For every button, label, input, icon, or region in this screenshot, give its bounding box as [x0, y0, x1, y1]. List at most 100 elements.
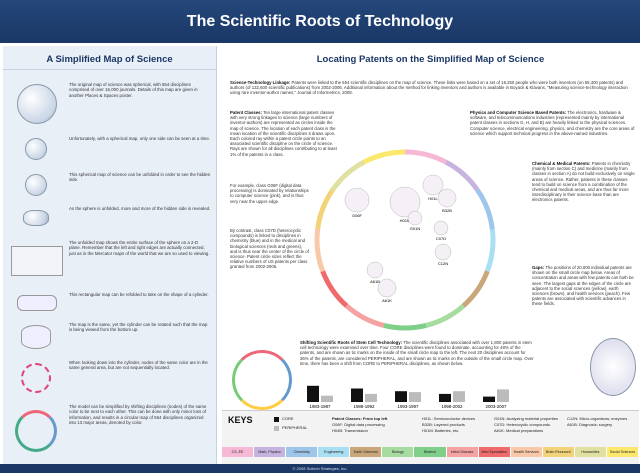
- science-ring-map: G06F H01M H01L B32B G01N C07D C12N A61B A61K: [314, 149, 496, 331]
- patent-class-label: B32B: [442, 208, 452, 213]
- step-text: As the sphere is unfolded, more and more…: [69, 206, 211, 211]
- area-color-strip: CS, EE Math, Physics Chemistry Engineering E…: [222, 447, 640, 457]
- patent-dot-map: [590, 338, 636, 396]
- footer: © 2008 Scitech Strategies, Inc.: [0, 464, 640, 473]
- key-class: H01L: Semiconductor devices: [422, 416, 476, 421]
- step-text: The original map of science was spherica…: [69, 82, 198, 98]
- ring-segment: [461, 270, 490, 308]
- ring-segment: [315, 188, 335, 230]
- ring-segment: [344, 303, 385, 328]
- linkage-text: Patents were linked to the 554 scientifi…: [230, 80, 628, 96]
- ring-segment: [475, 188, 495, 230]
- g06f-block: For example, class G06F (digital data pr…: [230, 183, 310, 204]
- sphere-thumb: [3, 136, 69, 162]
- key-class: G06F: Digital data processing: [332, 422, 385, 427]
- keys-title: KEYS: [228, 415, 253, 425]
- area-swatch: Health Services: [510, 447, 543, 457]
- c07d-block: By contrast, class C07D (heterocyclic co…: [230, 228, 310, 270]
- patent-class-label: A61B: [370, 279, 380, 284]
- patent-class-circle: [366, 261, 384, 279]
- key-class: C07D: Heterocyclic compounds: [494, 422, 551, 427]
- period-label: 1993-1997: [398, 404, 420, 409]
- peripheral-swatch: [274, 426, 279, 431]
- left-panel: A Simplified Map of Science The original…: [3, 46, 217, 464]
- step-text: Unfortunately, with a spherical map, onl…: [69, 136, 210, 141]
- stem-bar: [409, 392, 421, 402]
- step-3: This spherical map of science can be unf…: [3, 172, 217, 198]
- area-swatch: Chemistry: [286, 447, 319, 457]
- period-label: 1983-1987: [310, 404, 332, 409]
- stem-bar: [307, 385, 319, 402]
- chem-title: Chemical & Medical Patents:: [532, 161, 591, 166]
- ring-segment: [404, 149, 448, 165]
- patent-class-label: C07D: [436, 236, 446, 241]
- stem-bar: [365, 393, 377, 402]
- step-text: When looking down into the cylinder, nod…: [69, 360, 208, 371]
- stem-title: Shifting Scientific Roots of Stem Cell T…: [300, 340, 403, 345]
- step-2: Unfortunately, with a spherical map, onl…: [3, 136, 217, 162]
- key-class: C12N: Micro-organisms; enzymes: [567, 416, 628, 421]
- area-swatch: Biotech: [414, 447, 447, 457]
- patent-class-circle: [434, 243, 452, 261]
- key-class: G01N: Analyzing material properties: [494, 416, 559, 421]
- patent-class-label: H01L: [428, 196, 438, 201]
- cylinder-thumb: [3, 292, 69, 314]
- area-swatch: Earth Sciences: [350, 447, 383, 457]
- classes-heading: Patent Classes: From top left: [332, 416, 388, 421]
- ring-segment: [320, 270, 349, 308]
- ring-thumb: [3, 360, 69, 396]
- physics-block: Physics and Computer Science Based Paten…: [470, 110, 635, 136]
- key-class: B32B: Layered products: [422, 422, 465, 427]
- period-label: 1988-1992: [354, 404, 376, 409]
- linkage-title: Science-Technology Linkage:: [230, 80, 291, 85]
- stem-bar: [483, 396, 495, 402]
- linkage-block: Science-Technology Linkage: Patents were…: [230, 80, 635, 96]
- stem-block: Shifting Scientific Roots of Stem Cell T…: [300, 340, 535, 366]
- patent-class-label: C12N: [438, 261, 448, 266]
- flat-map-thumb: [3, 240, 69, 284]
- chem-text: Patents in chemistry (mainly from sectio…: [532, 161, 635, 203]
- step-1: The original map of science was spherica…: [3, 82, 217, 128]
- key-class: A61B: Diagnosis; surgery: [567, 422, 613, 427]
- period-label: 2003-2007: [486, 404, 508, 409]
- stem-text: The scientific disciplines associated wi…: [300, 340, 534, 366]
- ring-segment: [444, 159, 480, 192]
- header: The Scientific Roots of Technology: [0, 0, 640, 43]
- gaps-title: Gaps:: [532, 265, 545, 270]
- stem-cell-bars: 1983-1987 1988-1992 1993-1997 1998-2002 2003…: [307, 385, 509, 409]
- patent-class-circle: [389, 186, 421, 218]
- patent-class-circle: [422, 174, 444, 196]
- ring-segment: [314, 229, 326, 273]
- step-text: The model can be simplified by shifting …: [69, 404, 207, 426]
- area-swatch: Med Specialties: [478, 447, 511, 457]
- ring-thumb: [3, 404, 69, 460]
- core-label: CORE: [282, 416, 294, 421]
- ring-segment: [484, 229, 496, 273]
- cylinder-thumb: [3, 322, 69, 352]
- ring-segment: [425, 303, 466, 328]
- stem-cell-ring: [232, 350, 292, 410]
- sphere-thumb: [3, 82, 69, 128]
- stem-bar: [439, 393, 451, 402]
- stem-bar: [321, 395, 333, 402]
- stem-bar: [497, 389, 509, 402]
- step-text: The map is the same, yet the cylinder ca…: [69, 322, 208, 333]
- patent-class-label: G06F: [352, 213, 363, 218]
- area-swatch: Math, Physics: [254, 447, 287, 457]
- patent-class-label: H01M: [400, 218, 411, 223]
- unfold-thumb: [3, 206, 69, 232]
- sphere-thumb: [3, 172, 69, 198]
- key-class: A61K: Medical preparations: [494, 428, 544, 433]
- left-heading: A Simplified Map of Science: [3, 46, 216, 70]
- gaps-text: The positions of 20,000 individual paten…: [532, 265, 634, 307]
- classes-text: Ten large international patent classes w…: [230, 110, 337, 157]
- ring-segment: [362, 149, 406, 165]
- g06f-text: For example, class G06F (digital data pr…: [230, 183, 309, 204]
- stem-bar: [395, 391, 407, 402]
- classes-title: Patent Classes:: [230, 110, 263, 115]
- step-5: The unfolded map shows the entire surfac…: [3, 240, 217, 284]
- stem-bar: [453, 391, 465, 402]
- area-swatch: Humanities: [574, 447, 607, 457]
- classes-block: Patent Classes: Ten large international …: [230, 110, 340, 157]
- step-8: When looking down into the cylinder, nod…: [3, 360, 217, 396]
